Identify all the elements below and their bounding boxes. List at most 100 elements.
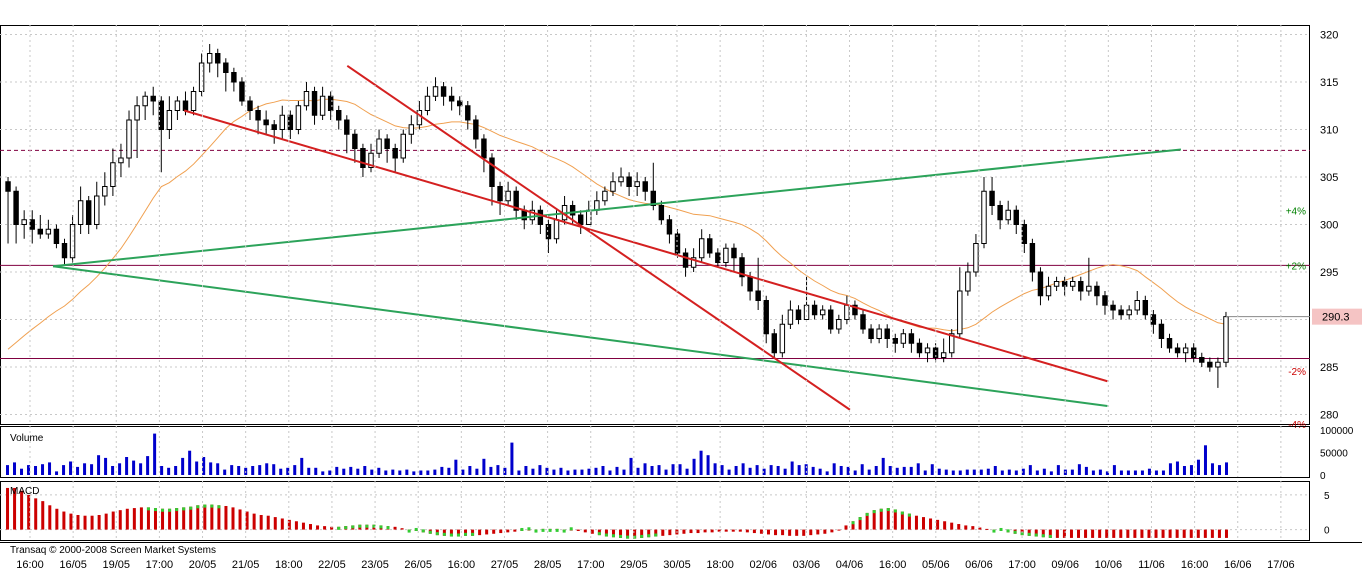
volume-bar [1224, 462, 1228, 475]
x-tick-label: 26/05 [404, 559, 432, 571]
candle [836, 314, 842, 334]
volume-bar [1035, 470, 1039, 475]
volume-bar [1217, 465, 1221, 475]
volume-bar [1021, 468, 1025, 475]
macd-bar [893, 509, 897, 530]
volume-bar [468, 466, 472, 475]
macd-bar [689, 529, 693, 534]
volume-bar [1126, 470, 1130, 475]
panel-border [0, 481, 1310, 541]
macd-signal-mark [337, 526, 341, 530]
candle [118, 143, 124, 177]
last-price-box [1312, 308, 1362, 325]
candle [440, 82, 447, 106]
macd-signal-mark [633, 535, 637, 539]
candle [368, 143, 374, 173]
volume-bar [440, 466, 444, 475]
volume-bar [1098, 469, 1102, 475]
macd-signal-mark [358, 524, 362, 528]
volume-bar [475, 468, 479, 475]
macd-bar [273, 517, 277, 530]
macd-signal-mark [414, 527, 418, 531]
macd-bar [1168, 529, 1172, 538]
moving-average-line [7, 98, 1227, 350]
price-tick-label: 280 [1320, 410, 1338, 422]
candle [432, 77, 439, 101]
candle [206, 44, 213, 73]
macd-bar [252, 513, 256, 530]
macd-signal-mark [344, 526, 348, 530]
macd-signal-mark [907, 513, 911, 517]
candle [989, 177, 995, 215]
candle [1118, 305, 1124, 320]
macd-signal-mark [858, 517, 862, 521]
macd-signal-mark [1041, 534, 1045, 538]
candle [1013, 205, 1019, 234]
candle [707, 234, 713, 258]
candle [1150, 310, 1157, 334]
volume-bar [664, 469, 668, 475]
volume-bar [979, 469, 983, 475]
candle [755, 257, 761, 310]
x-tick-label: 17/06 [1267, 559, 1295, 571]
macd-bar [506, 529, 510, 533]
macd-signal-mark [435, 532, 439, 536]
x-tick-label: 17:00 [1008, 559, 1036, 571]
candle [505, 181, 511, 206]
macd-signal-mark [464, 532, 468, 536]
macd-bar [752, 529, 756, 534]
x-tick-label: 20/05 [189, 559, 217, 571]
macd-bar [633, 529, 637, 539]
candle [908, 329, 915, 353]
volume-bar [153, 433, 157, 475]
macd-bar [1154, 529, 1158, 538]
volume-bar [384, 470, 388, 475]
volume-bar [671, 464, 675, 475]
x-tick-label: 11/06 [1138, 559, 1165, 571]
volume-bar [1077, 464, 1081, 475]
volume-bar [265, 463, 269, 475]
x-tick-label: 06/06 [965, 559, 993, 571]
candle [1207, 357, 1213, 372]
macd-signal-mark [886, 508, 890, 512]
macd-bar [203, 504, 207, 530]
macd-bar [301, 522, 305, 530]
macd-bar [640, 529, 644, 538]
candle [1069, 276, 1076, 291]
volume-bar [69, 461, 73, 475]
volume-bar [545, 467, 549, 475]
x-tick-label: 30/05 [663, 559, 691, 571]
x-tick-label: 16:00 [879, 559, 907, 571]
volume-bar [370, 469, 374, 475]
volume-bar [832, 463, 836, 475]
copyright-text: Transaq © 2000-2008 Screen Market System… [10, 545, 216, 556]
macd-signal-mark [442, 532, 446, 536]
macd-signal-mark [456, 533, 460, 537]
price-tick-label: 295 [1320, 267, 1338, 279]
candle [682, 248, 689, 277]
macd-bar [330, 526, 334, 530]
macd-signal-mark [865, 512, 869, 516]
candle [876, 324, 882, 344]
volume-bar [321, 471, 325, 475]
candle [360, 143, 366, 177]
macd-signal-mark [1006, 529, 1010, 533]
volume-bar [356, 468, 360, 475]
volume-bar [804, 464, 808, 475]
macd-signal-mark [534, 529, 538, 533]
volume-bar [713, 463, 717, 475]
macd-bar [245, 511, 249, 530]
macd-bar [231, 507, 235, 530]
candle [739, 253, 745, 287]
macd-bar [1084, 529, 1088, 538]
candle [61, 238, 68, 265]
x-tick-label: 04/06 [836, 559, 864, 571]
candle [190, 86, 197, 116]
volume-bar [839, 466, 843, 475]
macd-signal-mark [1013, 530, 1017, 534]
candle [1094, 281, 1100, 306]
macd-signal-mark [520, 527, 524, 531]
macd-signal-mark [654, 533, 658, 537]
candle [1086, 257, 1092, 296]
candle [150, 86, 156, 116]
